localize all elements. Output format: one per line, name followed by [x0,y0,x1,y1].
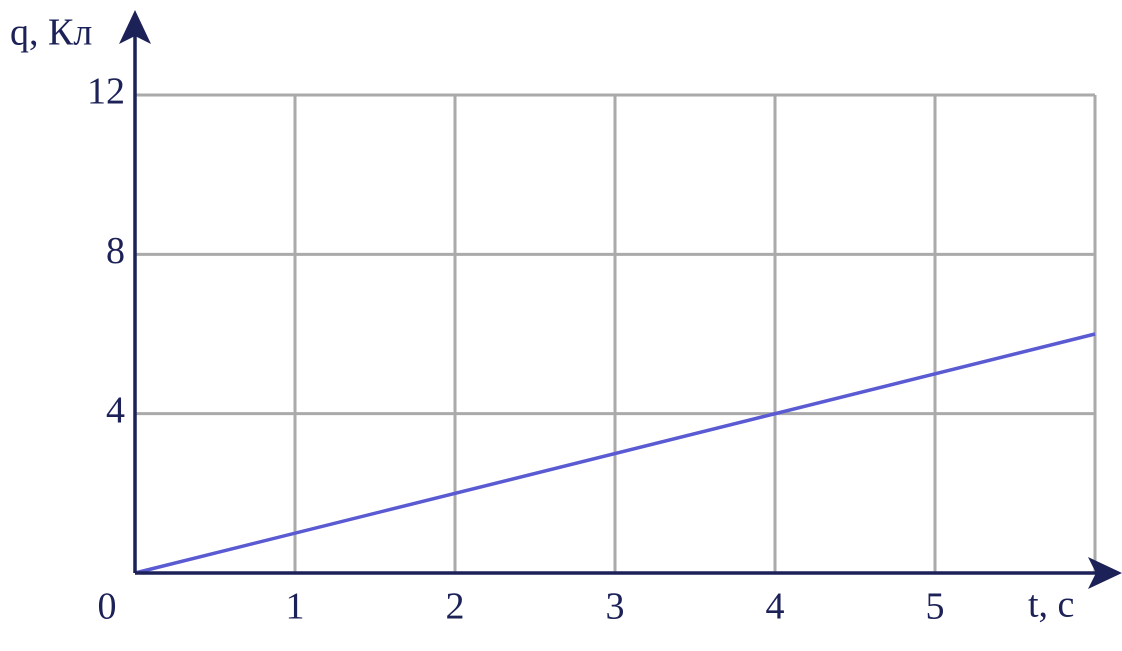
y-arrow [119,10,151,44]
grid [133,93,1097,573]
data-line [134,332,1096,575]
y-tick-label: 12 [87,71,125,113]
x-tick-label: 0 [98,586,117,628]
x-arrow [1088,557,1122,589]
x-tick-label: 4 [766,586,785,628]
x-tick-label: 1 [286,586,305,628]
x-tick-label: 2 [446,586,465,628]
y-tick-label: 4 [106,389,125,431]
x-tick-label: 3 [606,586,625,628]
x-tick-label: 5 [926,586,945,628]
y-axis-label: q, Кл [10,12,92,54]
x-axis-label: t, с [1028,584,1074,626]
y-tick-label: 8 [106,230,125,272]
plot [134,332,1096,575]
